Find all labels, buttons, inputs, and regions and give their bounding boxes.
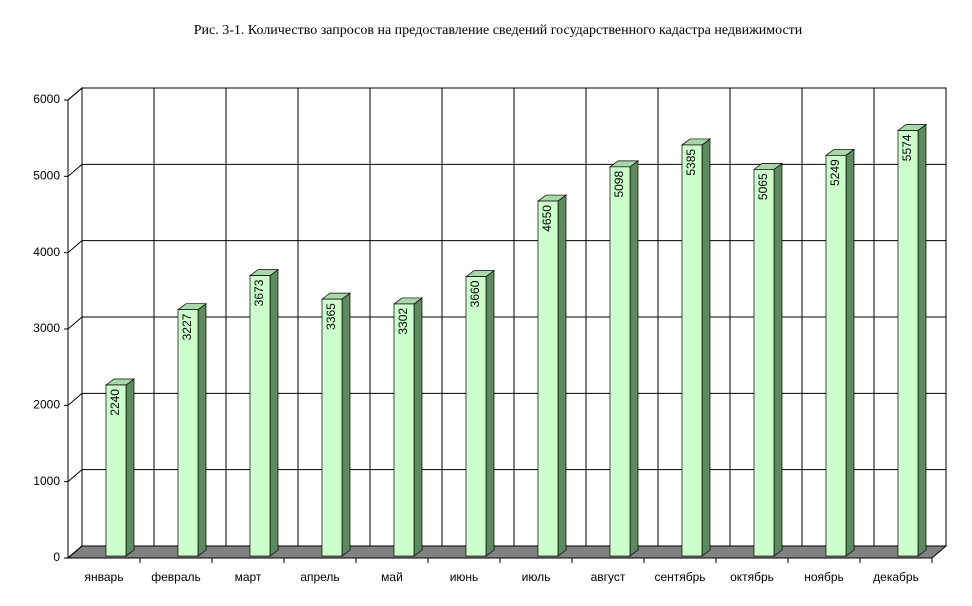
bar-side [341, 292, 351, 557]
bar-front [537, 200, 559, 557]
bar-front [249, 275, 271, 557]
y-tick-label: 4000 [33, 245, 60, 259]
bar [248, 268, 280, 557]
grid-line [67, 87, 83, 101]
bar [752, 162, 784, 557]
value-label: 3673 [252, 279, 266, 306]
x-tick-label: март [235, 570, 262, 584]
bar [392, 297, 424, 557]
x-tick-label: октябрь [730, 570, 774, 584]
x-tick-label: январь [85, 570, 124, 584]
x-tick-label: июнь [450, 570, 479, 584]
bar-side [629, 160, 639, 557]
grid-line [67, 545, 83, 559]
grid-line [67, 240, 83, 254]
x-tick-label: сентябрь [654, 570, 705, 584]
bar [176, 302, 208, 557]
value-label: 5574 [900, 134, 914, 161]
chart-title: Рис. 3-1. Количество запросов на предост… [194, 23, 803, 38]
value-label: 3302 [396, 308, 410, 335]
bar-side [845, 148, 855, 557]
grid-line [67, 469, 83, 483]
x-tick-label: июль [522, 570, 551, 584]
y-tick-label: 3000 [33, 321, 60, 335]
value-label: 2240 [108, 389, 122, 416]
bar-front [105, 384, 127, 557]
bar-side [413, 297, 423, 557]
x-tick-label: апрель [300, 570, 339, 584]
bar-front [321, 298, 343, 557]
bar-side [197, 302, 207, 557]
bar [608, 160, 640, 557]
grid-line [67, 316, 83, 330]
x-tick-label: декабрь [873, 570, 919, 584]
bar-side [557, 194, 567, 557]
bar-front [897, 130, 919, 557]
bar-front [681, 144, 703, 557]
bar [320, 292, 352, 557]
bar-side [485, 269, 495, 557]
bar-front [393, 303, 415, 557]
value-label: 3227 [180, 313, 194, 340]
value-label: 5385 [684, 149, 698, 176]
x-tick-label: февраль [151, 570, 201, 584]
y-tick-label: 2000 [33, 398, 60, 412]
bar-side [773, 162, 783, 557]
bar [680, 138, 712, 557]
value-label: 3660 [468, 280, 482, 307]
value-label: 5065 [756, 173, 770, 200]
bar [464, 269, 496, 557]
y-tick-label: 0 [53, 550, 60, 564]
bar-front [609, 166, 631, 557]
bar-side [701, 138, 711, 557]
bar-side [917, 123, 927, 557]
x-tick-label: май [381, 570, 403, 584]
value-label: 3365 [324, 303, 338, 330]
bar [824, 148, 856, 557]
value-label: 4650 [540, 205, 554, 232]
grid-line [67, 392, 83, 406]
bar [896, 123, 928, 557]
bar [536, 194, 568, 557]
y-tick-label: 6000 [33, 92, 60, 106]
bar-side [269, 268, 279, 557]
y-tick-label: 1000 [33, 474, 60, 488]
bar-front [177, 309, 199, 557]
value-label: 5098 [612, 171, 626, 198]
bar-front [753, 169, 775, 557]
x-tick-label: август [591, 570, 626, 584]
bar [104, 378, 136, 557]
y-tick-label: 5000 [33, 169, 60, 183]
bar-front [825, 154, 847, 557]
bar-side [125, 378, 135, 557]
x-tick-label: ноябрь [804, 570, 844, 584]
grid-line [67, 163, 83, 177]
bar-front [465, 276, 487, 557]
value-label: 5249 [828, 159, 842, 186]
